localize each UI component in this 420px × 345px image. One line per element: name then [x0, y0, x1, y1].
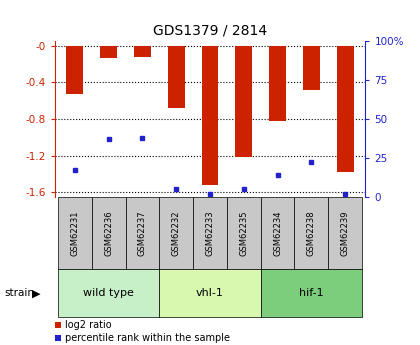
Bar	[261, 197, 294, 269]
Text: percentile rank within the sample: percentile rank within the sample	[65, 333, 230, 343]
Bar	[202, 46, 218, 185]
Text: wild type: wild type	[83, 288, 134, 298]
Bar	[235, 46, 252, 157]
Text: GSM62238: GSM62238	[307, 210, 316, 256]
Bar	[100, 46, 117, 58]
Bar	[58, 197, 92, 269]
Text: GSM62233: GSM62233	[205, 210, 215, 256]
Text: strain: strain	[4, 288, 34, 298]
Bar	[303, 46, 320, 90]
Bar	[261, 269, 362, 317]
Bar	[294, 197, 328, 269]
Bar	[193, 197, 227, 269]
Bar	[168, 46, 185, 108]
Title: GDS1379 / 2814: GDS1379 / 2814	[153, 23, 267, 38]
Text: GSM62234: GSM62234	[273, 210, 282, 256]
Bar	[92, 197, 126, 269]
Bar	[337, 46, 354, 172]
Text: GSM62236: GSM62236	[104, 210, 113, 256]
Text: ▶: ▶	[32, 288, 40, 298]
Text: GSM62235: GSM62235	[239, 210, 248, 256]
Text: GSM62237: GSM62237	[138, 210, 147, 256]
Text: vhl-1: vhl-1	[196, 288, 224, 298]
Bar	[227, 197, 261, 269]
Text: GSM62232: GSM62232	[172, 210, 181, 256]
Text: log2 ratio: log2 ratio	[65, 320, 112, 329]
Bar	[159, 197, 193, 269]
Text: hif-1: hif-1	[299, 288, 324, 298]
Bar	[126, 197, 159, 269]
Bar	[66, 46, 83, 95]
Bar	[134, 46, 151, 57]
Bar	[269, 46, 286, 121]
Text: GSM62231: GSM62231	[71, 210, 79, 256]
Bar	[328, 197, 362, 269]
Text: GSM62239: GSM62239	[341, 210, 349, 256]
Bar	[159, 269, 261, 317]
Bar	[58, 269, 159, 317]
